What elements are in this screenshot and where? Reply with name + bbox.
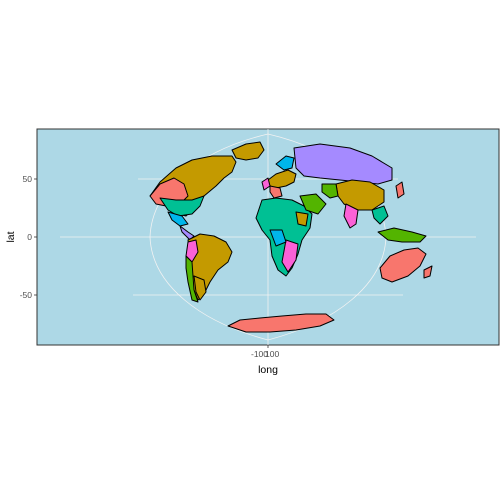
grid-line-meridian-west [149,133,269,341]
country-australia [379,247,427,283]
country-india [343,203,359,229]
country-middle-east [299,193,327,215]
country-indonesia [377,227,427,243]
x-axis-title: long [258,364,278,376]
country-mexico [167,211,189,227]
country-chile [185,255,199,303]
country-scandinavia [275,155,295,171]
country-greenland [231,141,265,161]
country-sudan [295,211,309,227]
y-axis-title: lat [5,231,17,242]
y-tick-label-0: 0 [27,232,32,242]
country-kazakhstan [321,183,339,199]
country-france [269,185,283,199]
x-tick-label-neg100: -100 [251,349,268,359]
country-peru [185,239,199,263]
country-japan [395,181,405,199]
country-antarctica [227,313,335,333]
country-southeast-asia [371,205,389,225]
x-tick-label-100: 100 [265,349,279,359]
y-tick-label-neg50: -50 [20,290,33,300]
country-africa-central [269,229,287,247]
y-tick-label-50: 50 [23,174,33,184]
country-africa-south [281,239,299,273]
country-argentina [193,275,207,301]
country-usa [159,195,205,217]
land-masses [149,141,433,333]
country-new-zealand [423,265,433,279]
axis-ticks [34,178,269,348]
country-china [335,179,385,211]
country-russia [293,143,393,185]
country-alaska [149,177,189,207]
